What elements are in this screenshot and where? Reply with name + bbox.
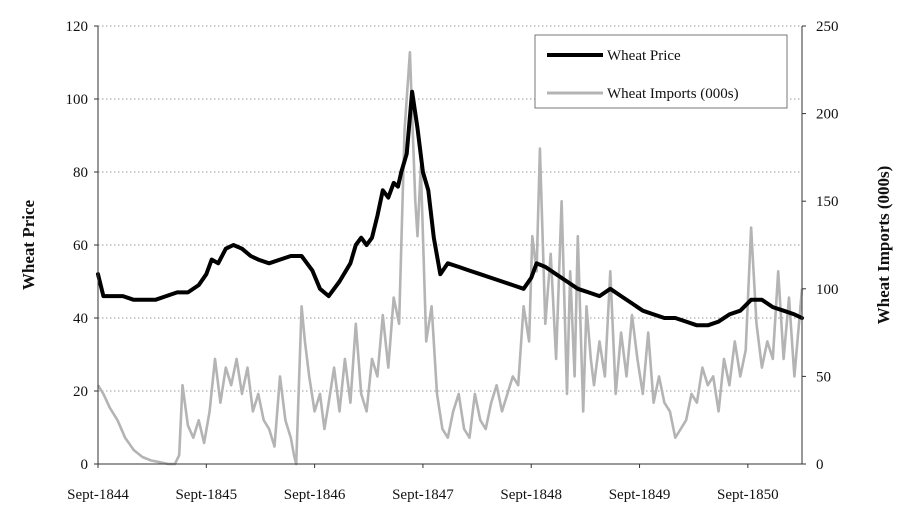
y2-tick-label: 50	[816, 369, 831, 385]
right-tick-labels: 0 50 100 150 200 250	[802, 19, 839, 473]
x-tick-label: Sept-1850	[717, 487, 779, 503]
y-axis-title: Wheat Price	[19, 199, 38, 290]
x-tick-label: Sept-1844	[67, 487, 129, 503]
y-tick-label: 120	[66, 19, 89, 35]
y2-tick-label: 0	[816, 457, 824, 473]
x-tick-labels: Sept-1844 Sept-1845 Sept-1846 Sept-1847 Sept…	[67, 464, 779, 503]
y2-axis-title: Wheat Imports (000s)	[874, 166, 893, 325]
y-tick-label: 60	[73, 238, 88, 254]
x-tick-label: Sept-1845	[175, 487, 237, 503]
series-lines	[96, 51, 804, 466]
x-tick-label: Sept-1848	[500, 487, 562, 503]
left-tick-labels: 0 20 40 60 80 100 120	[66, 19, 98, 473]
y-tick-label: 100	[66, 92, 89, 108]
x-tick-label: Sept-1849	[609, 487, 671, 503]
gridlines	[98, 25, 802, 392]
legend-box	[534, 34, 788, 109]
y2-tick-label: 200	[816, 107, 839, 123]
legend-label-wheat-imports: Wheat Imports (000s)	[607, 86, 739, 102]
x-tick-label: Sept-1846	[284, 487, 346, 503]
y2-tick-label: 250	[816, 19, 839, 35]
y-tick-label: 40	[73, 311, 88, 327]
y2-tick-label: 150	[816, 194, 839, 210]
x-tick-label: Sept-1847	[392, 487, 454, 503]
y-tick-label: 80	[73, 165, 88, 181]
legend-label-wheat-price: Wheat Price	[607, 48, 681, 64]
y-tick-label: 0	[81, 457, 89, 473]
y2-tick-label: 100	[816, 282, 839, 298]
wheat-price-line	[96, 89, 804, 328]
wheat-imports-line	[96, 51, 804, 466]
legend: Wheat Price Wheat Imports (000s)	[534, 34, 788, 109]
y-tick-label: 20	[73, 384, 88, 400]
